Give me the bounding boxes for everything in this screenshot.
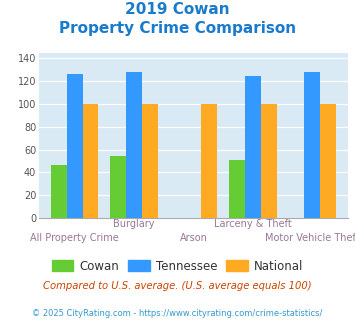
Bar: [229, 160, 245, 218]
Text: 2019 Cowan: 2019 Cowan: [125, 2, 230, 16]
Legend: Cowan, Tennessee, National: Cowan, Tennessee, National: [47, 255, 308, 278]
Text: Larceny & Theft: Larceny & Theft: [214, 219, 292, 229]
Bar: [110, 156, 126, 218]
Bar: [67, 75, 83, 218]
Text: Property Crime Comparison: Property Crime Comparison: [59, 21, 296, 36]
Text: © 2025 CityRating.com - https://www.cityrating.com/crime-statistics/: © 2025 CityRating.com - https://www.city…: [32, 309, 323, 317]
Bar: [261, 104, 277, 218]
Bar: [201, 104, 217, 218]
Bar: [126, 72, 142, 218]
Bar: [304, 72, 320, 218]
Bar: [245, 76, 261, 218]
Bar: [83, 104, 98, 218]
Text: Compared to U.S. average. (U.S. average equals 100): Compared to U.S. average. (U.S. average …: [43, 281, 312, 291]
Text: Motor Vehicle Theft: Motor Vehicle Theft: [265, 233, 355, 243]
Text: Burglary: Burglary: [113, 219, 155, 229]
Bar: [142, 104, 158, 218]
Bar: [51, 165, 67, 218]
Text: All Property Crime: All Property Crime: [30, 233, 119, 243]
Bar: [320, 104, 336, 218]
Text: Arson: Arson: [180, 233, 207, 243]
